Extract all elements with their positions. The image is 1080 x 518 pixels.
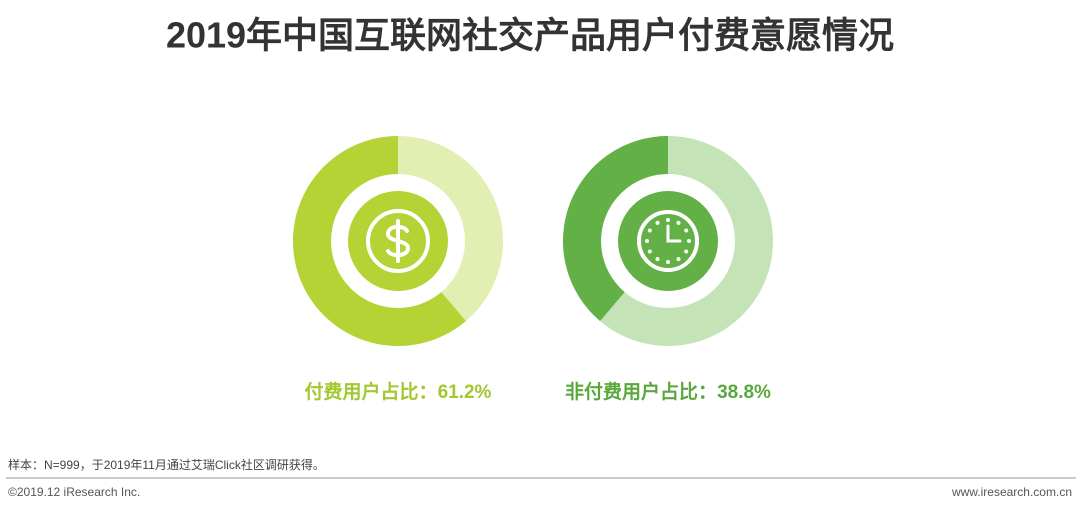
icon-dot	[676, 220, 681, 225]
arc	[293, 136, 466, 346]
icon-dot	[684, 249, 689, 254]
icon-ring	[366, 209, 430, 273]
copyright: ©2019.12 iResearch Inc.	[8, 485, 140, 499]
donut: 付费用户占比：61.2%	[293, 136, 503, 403]
value-label: 非付费用户占比：38.8%	[565, 380, 771, 403]
icon-dot	[684, 228, 689, 233]
website: www.iresearch.com.cn	[951, 485, 1072, 499]
donut: 非付费用户占比：38.8%	[563, 136, 773, 403]
icon-ring	[637, 210, 699, 272]
icon-dot	[666, 218, 670, 222]
icon-dot	[647, 249, 652, 254]
icon-hands	[666, 224, 682, 243]
charts: 付费用户占比：61.2% 非付费用户占比：38.8%	[293, 136, 773, 403]
arc	[563, 136, 668, 322]
label-value: 38.8%	[717, 382, 771, 403]
label-name: 付费用户占比：	[305, 380, 438, 403]
icon-dot	[687, 239, 691, 243]
icon-dot	[647, 228, 652, 233]
icon-dot	[676, 257, 681, 262]
value-label: 付费用户占比：61.2%	[305, 380, 492, 403]
icon-dot	[655, 257, 660, 262]
title: 2019年中国互联网社交产品用户付费意愿情况	[166, 15, 894, 56]
label-name: 非付费用户占比：	[565, 380, 717, 403]
label-value: 61.2%	[438, 382, 492, 403]
icon-dollar	[385, 219, 411, 263]
note: 样本：N=999，于2019年11月通过艾瑞Click社区调研获得。	[8, 457, 325, 472]
icon-dot	[645, 239, 649, 243]
icon-dot	[655, 220, 660, 225]
icon-dot	[666, 260, 670, 264]
